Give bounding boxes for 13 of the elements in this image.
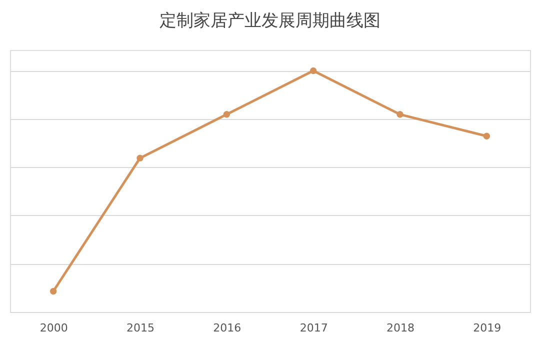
x-tick-label: 2015 (126, 322, 154, 334)
x-tick-label: 2018 (386, 322, 414, 334)
point (396, 111, 404, 118)
point (310, 67, 317, 74)
point (136, 154, 144, 162)
x-tick-label: 2016 (213, 322, 242, 334)
x-tick-label: 2017 (300, 322, 328, 334)
point (50, 288, 57, 295)
point (223, 111, 230, 118)
x-tick-label: 2000 (40, 322, 68, 334)
x-tick-label: 2019 (473, 322, 502, 334)
point (483, 132, 490, 140)
chart-title: 定制家居产业发展周期曲线图 (160, 11, 380, 31)
